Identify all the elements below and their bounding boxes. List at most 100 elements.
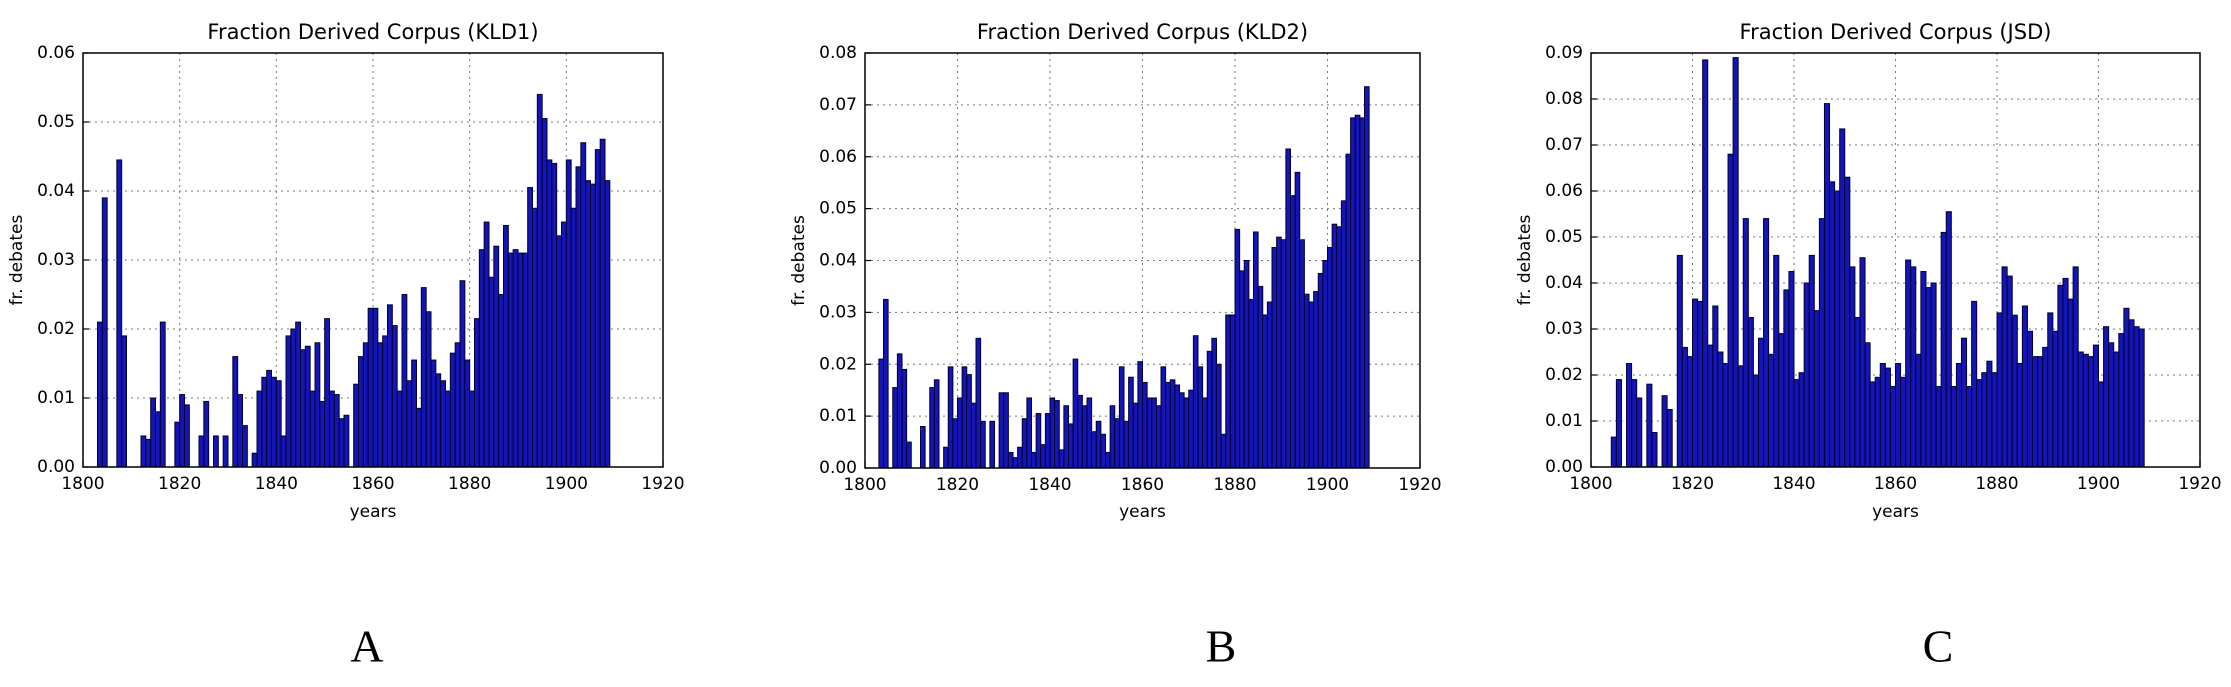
bar xyxy=(1773,254,1780,468)
y-tick-label: 0.01 xyxy=(819,406,857,426)
bar xyxy=(901,368,908,469)
bar xyxy=(464,359,471,468)
bar xyxy=(961,366,968,469)
bar xyxy=(121,335,127,468)
y-tick-label: 0.09 xyxy=(1545,43,1583,63)
bar xyxy=(1757,337,1765,468)
bar xyxy=(285,335,292,468)
bar xyxy=(1276,236,1282,469)
chart-title: Fraction Derived Corpus (JSD) xyxy=(1740,20,2052,44)
bar xyxy=(1712,305,1719,468)
x-axis-label: years xyxy=(1872,502,1919,522)
panel-label: C xyxy=(1923,621,1954,672)
bar xyxy=(1017,446,1023,469)
bar xyxy=(483,221,490,468)
y-tick-label: 0.02 xyxy=(37,319,75,339)
bar xyxy=(1834,190,1841,468)
bar xyxy=(1068,423,1074,469)
bar xyxy=(1986,360,1993,468)
bar xyxy=(1813,310,1820,468)
bar xyxy=(1697,300,1704,468)
panel: 1800 1820 1840 1860 1880 1900 1920 0.00 0.01 0.02… xyxy=(1515,20,2222,672)
bar xyxy=(314,342,321,468)
bar xyxy=(1808,254,1815,468)
plot-frame xyxy=(82,52,664,468)
bar xyxy=(256,390,263,468)
bar xyxy=(2072,266,2079,468)
bar xyxy=(1364,86,1370,469)
y-tick-label: 0.02 xyxy=(1545,365,1583,385)
bar xyxy=(1192,335,1199,469)
bar xyxy=(1692,298,1699,468)
bar xyxy=(1146,397,1153,469)
bar xyxy=(2062,277,2069,468)
bar xyxy=(1707,344,1714,468)
bar xyxy=(1666,409,1673,468)
bar xyxy=(1702,59,1709,468)
bar xyxy=(1299,239,1305,469)
bar xyxy=(1737,365,1744,468)
bar xyxy=(1940,231,1947,468)
x-tick-label: 1840 xyxy=(1772,474,1815,494)
bar xyxy=(1615,379,1622,468)
bar xyxy=(1991,372,1998,468)
bar xyxy=(1717,351,1724,468)
bar xyxy=(1818,218,1825,468)
chart-title: Fraction Derived Corpus (KLD2) xyxy=(977,20,1308,44)
y-tick-label: 0.00 xyxy=(819,458,857,478)
bar xyxy=(1829,181,1836,468)
bar xyxy=(2057,284,2064,468)
bar xyxy=(2042,346,2049,468)
bar xyxy=(604,180,611,468)
bar xyxy=(561,221,567,468)
bar xyxy=(532,207,538,468)
bar xyxy=(1003,392,1009,469)
bar xyxy=(1971,300,1978,468)
bar xyxy=(411,359,417,468)
y-tick-label: 0.01 xyxy=(1545,411,1583,431)
bar xyxy=(536,93,543,468)
bar xyxy=(1202,397,1208,469)
bar xyxy=(1788,271,1795,468)
bar xyxy=(1155,405,1162,469)
bar xyxy=(184,404,190,468)
x-tick-label: 1800 xyxy=(61,474,104,494)
bar xyxy=(498,294,504,468)
bar xyxy=(145,438,152,468)
bar xyxy=(1945,211,1952,468)
x-tick-label: 1860 xyxy=(351,474,394,494)
x-tick-label: 1820 xyxy=(936,475,979,495)
bar xyxy=(1151,397,1157,469)
bar xyxy=(2032,356,2039,468)
bar xyxy=(1920,271,1927,468)
bar xyxy=(1026,397,1032,469)
bar xyxy=(1636,397,1643,468)
y-tick-label: 0.00 xyxy=(1545,457,1583,477)
bar xyxy=(998,392,1005,469)
bar xyxy=(1925,287,1932,468)
bar xyxy=(324,318,330,468)
bar xyxy=(1981,372,1988,468)
bar xyxy=(309,390,316,468)
bar xyxy=(2001,266,2008,468)
bar xyxy=(1950,386,1957,468)
bar xyxy=(2118,333,2125,468)
bar xyxy=(382,335,388,468)
bar xyxy=(478,249,485,468)
bar xyxy=(1091,431,1097,469)
x-axis-label: years xyxy=(350,502,397,522)
bar xyxy=(488,276,495,468)
bar xyxy=(1879,363,1886,468)
y-tick-label: 0.07 xyxy=(1545,135,1583,155)
bar xyxy=(1114,418,1120,469)
panel-label: A xyxy=(350,621,383,672)
bar xyxy=(929,387,935,469)
x-tick-label: 1880 xyxy=(448,474,491,494)
bar xyxy=(1793,379,1800,468)
bar xyxy=(362,342,369,468)
bar xyxy=(512,249,519,468)
bar xyxy=(1823,103,1831,468)
y-tick-label: 0.06 xyxy=(819,147,857,167)
bar xyxy=(1747,317,1754,468)
